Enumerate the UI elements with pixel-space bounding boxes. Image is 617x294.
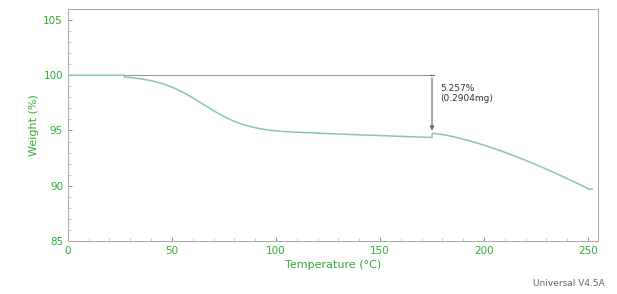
- Text: Universal V4.5A: Universal V4.5A: [533, 279, 605, 288]
- Y-axis label: Weight (%): Weight (%): [29, 94, 39, 156]
- Text: 5.257%
(0.2904mg): 5.257% (0.2904mg): [441, 84, 493, 103]
- X-axis label: Temperature (°C): Temperature (°C): [285, 260, 381, 270]
